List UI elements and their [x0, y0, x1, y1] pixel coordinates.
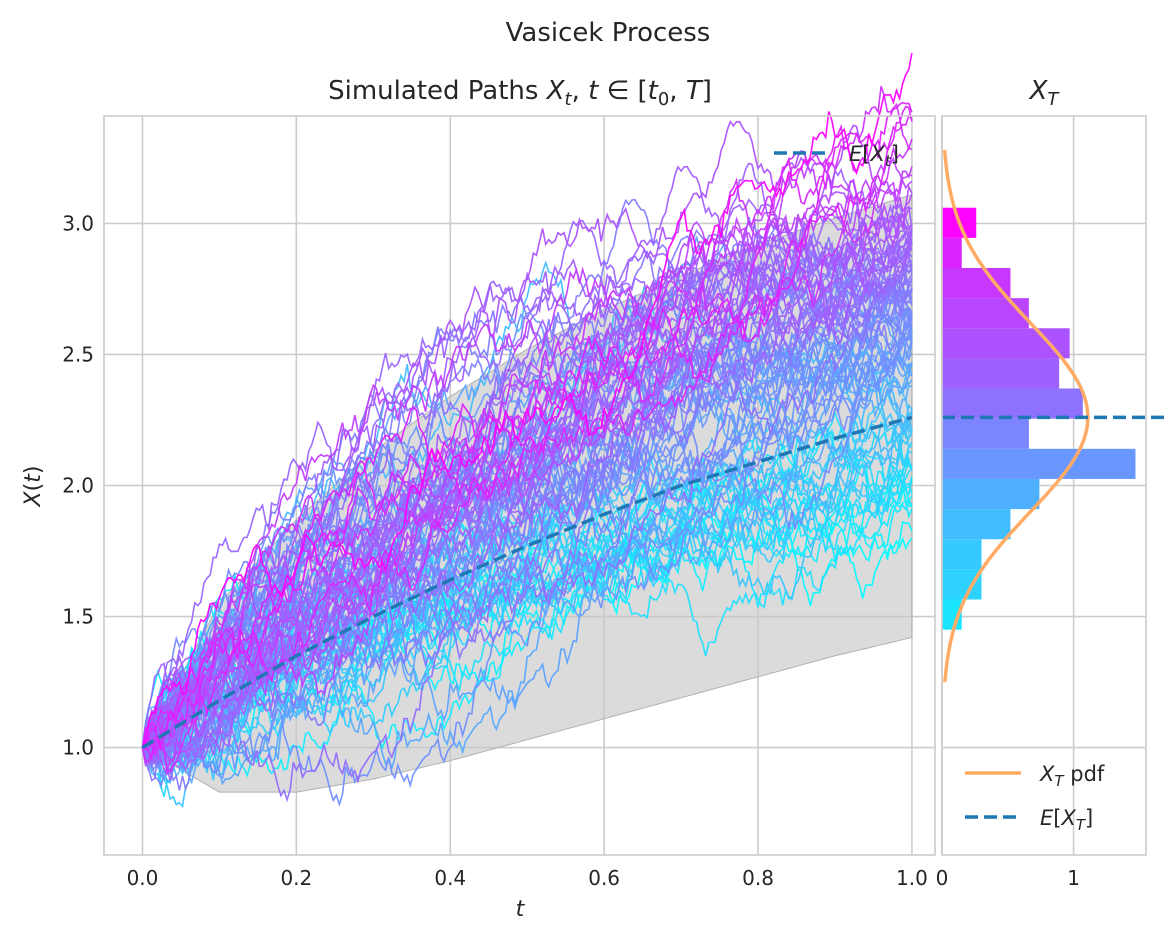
figure-suptitle: Vasicek Process — [506, 18, 711, 48]
simulated-path — [142, 105, 913, 773]
x-tick-label: 0.0 — [127, 866, 159, 890]
histogram-bar — [942, 298, 1029, 329]
histogram-bar — [942, 509, 1011, 540]
simulated-path — [142, 334, 913, 780]
simulated-path — [141, 101, 913, 753]
histogram-bar — [942, 539, 982, 570]
legend-pdf-label: XT pdf — [1039, 762, 1105, 790]
simulated-path — [141, 145, 913, 765]
side-x-tick-label: 0 — [936, 866, 949, 890]
simulated-path — [141, 193, 913, 764]
simulated-path — [142, 269, 913, 749]
y-tick-label: 1.0 — [62, 736, 94, 760]
legend-terminal-mean-label: E[XT] — [1040, 806, 1093, 834]
simulated-path — [142, 113, 913, 751]
histogram-bar — [942, 418, 1029, 449]
side-x-tick-label: 1 — [1067, 866, 1080, 890]
paths-y-axis-label: X(t) — [21, 466, 46, 508]
simulated-path — [141, 85, 913, 757]
simulated-path — [141, 478, 913, 749]
y-tick-label: 2.0 — [62, 474, 94, 498]
simulated-path — [141, 203, 913, 750]
paths-legend: E[Xt] — [774, 142, 899, 170]
y-tick-label: 3.0 — [62, 211, 94, 235]
paths-axes: 0.0 0.2 0.4 0.6 0.8 1.0 1.0 1.5 2.0 2.5 3.0 Simul… — [21, 52, 936, 922]
expectation-curve — [141, 415, 913, 750]
x-tick-label: 0.8 — [742, 866, 774, 890]
histogram-bar — [942, 388, 1083, 419]
simulated-path — [141, 124, 913, 748]
simulated-path — [142, 294, 913, 751]
simulated-path — [141, 205, 913, 762]
simulated-path — [141, 165, 913, 749]
simulated-path — [142, 259, 913, 803]
terminal-legend: XT pdf E[XT] — [965, 762, 1105, 834]
simulated-path — [141, 220, 913, 748]
histogram-bar — [942, 569, 982, 600]
terminal-axes-title: XT — [1028, 76, 1061, 110]
histogram-bar — [942, 358, 1060, 389]
legend-expectation-label: E[Xt] — [849, 142, 899, 170]
expectation-line — [141, 415, 913, 750]
simulated-path — [141, 52, 913, 748]
histogram-bar — [942, 478, 1040, 510]
paths-x-tick-labels: 0.0 0.2 0.4 0.6 0.8 1.0 — [127, 866, 928, 890]
y-tick-label: 2.5 — [62, 342, 94, 366]
paths-x-axis-label: t — [516, 897, 526, 922]
paths-axes-frame — [103, 115, 936, 856]
simulated-paths — [141, 52, 913, 809]
histogram-bar — [942, 448, 1136, 479]
terminal-axes-frame — [941, 115, 1147, 856]
histogram-bar — [942, 267, 1011, 299]
simulated-path — [142, 219, 913, 749]
x-tick-label: 0.4 — [434, 866, 466, 890]
simulated-path — [141, 174, 913, 749]
y-tick-label: 1.5 — [62, 605, 94, 629]
x-tick-label: 0.2 — [280, 866, 312, 890]
paths-axes-title: Simulated Paths Xt, t ∈ [t0, T] — [328, 76, 712, 110]
x-tick-label: 0.6 — [588, 866, 620, 890]
simulated-path — [142, 157, 913, 752]
simulated-path — [141, 273, 913, 763]
x-tick-label: 1.0 — [896, 866, 928, 890]
paths-y-tick-labels: 1.0 1.5 2.0 2.5 3.0 — [62, 211, 94, 759]
simulated-path — [141, 230, 913, 748]
histogram-bar — [942, 237, 962, 268]
